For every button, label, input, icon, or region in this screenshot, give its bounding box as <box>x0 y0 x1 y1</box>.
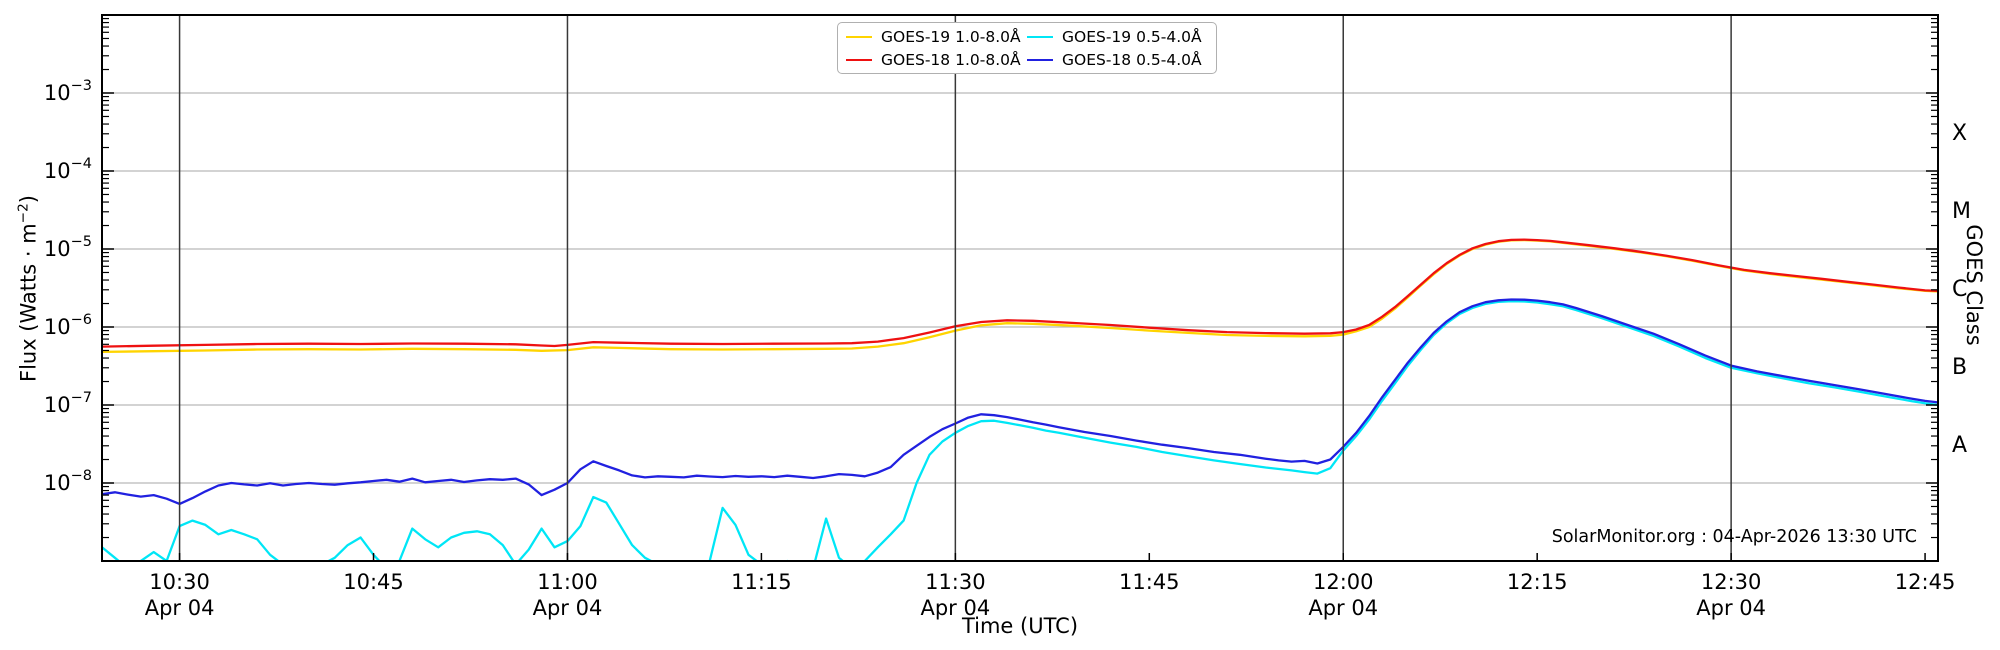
x-tick-date-10:30: Apr 04 <box>145 596 215 620</box>
x-tick-label-10:30: 10:30 <box>149 570 210 594</box>
y-tick-label-1e-8: 10−8 <box>44 468 92 495</box>
x-tick-date-11:30: Apr 04 <box>920 596 990 620</box>
x-tick-label-12:00: 12:00 <box>1313 570 1374 594</box>
series-goes19-short-line <box>102 300 1938 561</box>
x-axis-label: Time (UTC) <box>961 614 1079 638</box>
legend-entry-1: GOES-19 1.0-8.0Å <box>846 28 1027 46</box>
goes-class-label-A: A <box>1952 433 1967 458</box>
y2-axis-label: GOES Class <box>1962 224 1986 346</box>
y-tick-label-1e-5: 10−5 <box>44 234 92 261</box>
y-axis-label: Flux (Watts · m−2) <box>16 139 41 439</box>
series-goes19-long-line <box>102 238 1938 354</box>
x-tick-label-12:30: 12:30 <box>1701 570 1762 594</box>
y-axis-label-prefix: Flux (Watts · m <box>16 223 41 383</box>
y-tick-label-1e-3: 10−3 <box>44 78 92 105</box>
y-tick-label-1e-4: 10−4 <box>44 156 92 183</box>
x-tick-label-11:00: 11:00 <box>537 570 598 594</box>
y-axis-label-suffix: ) <box>16 195 41 204</box>
x-tick-date-11:00: Apr 04 <box>533 596 603 620</box>
y-axis-label-exponent: −2 <box>15 203 32 224</box>
goes-class-label-X: X <box>1952 121 1967 146</box>
legend-entry-4: GOES-18 0.5-4.0Å <box>1027 51 1208 69</box>
legend-entry-label: GOES-19 1.0-8.0Å <box>881 27 1021 46</box>
x-tick-label-11:30: 11:30 <box>925 570 986 594</box>
x-tick-label-11:15: 11:15 <box>731 570 792 594</box>
y-tick-label-1e-6: 10−6 <box>44 312 92 339</box>
goes-class-label-C: C <box>1952 277 1967 302</box>
x-tick-date-12:30: Apr 04 <box>1696 596 1766 620</box>
goes-class-label-B: B <box>1952 355 1967 380</box>
solarmonitor-watermark: SolarMonitor.org : 04-Apr-2026 13:30 UTC <box>1551 527 1917 547</box>
legend-entry-label: GOES-18 0.5-4.0Å <box>1062 50 1202 69</box>
y-tick-label-1e-7: 10−7 <box>44 390 92 417</box>
x-tick-label-10:45: 10:45 <box>343 570 404 594</box>
series-goes18-short-line <box>102 298 1938 506</box>
legend-swatch-icon <box>846 58 872 61</box>
x-tick-date-12:00: Apr 04 <box>1308 596 1378 620</box>
legend-box: GOES-19 1.0-8.0Å GOES-18 1.0-8.0Å GOES-19 … <box>837 22 1217 74</box>
legend-entry-2: GOES-18 1.0-8.0Å <box>846 51 1027 69</box>
series-goes18-long-line <box>102 238 1938 348</box>
legend-entry-3: GOES-19 0.5-4.0Å <box>1027 28 1208 46</box>
legend-swatch-icon <box>1027 58 1053 61</box>
legend-entry-label: GOES-18 1.0-8.0Å <box>881 50 1021 69</box>
goes-class-label-M: M <box>1952 199 1971 224</box>
legend-entry-label: GOES-19 0.5-4.0Å <box>1062 27 1202 46</box>
plot-frame <box>101 14 1939 562</box>
legend-swatch-icon <box>846 35 872 38</box>
x-tick-label-12:15: 12:15 <box>1507 570 1568 594</box>
x-tick-label-11:45: 11:45 <box>1119 570 1180 594</box>
x-tick-label-12:45: 12:45 <box>1895 570 1956 594</box>
legend-swatch-icon <box>1027 35 1053 38</box>
